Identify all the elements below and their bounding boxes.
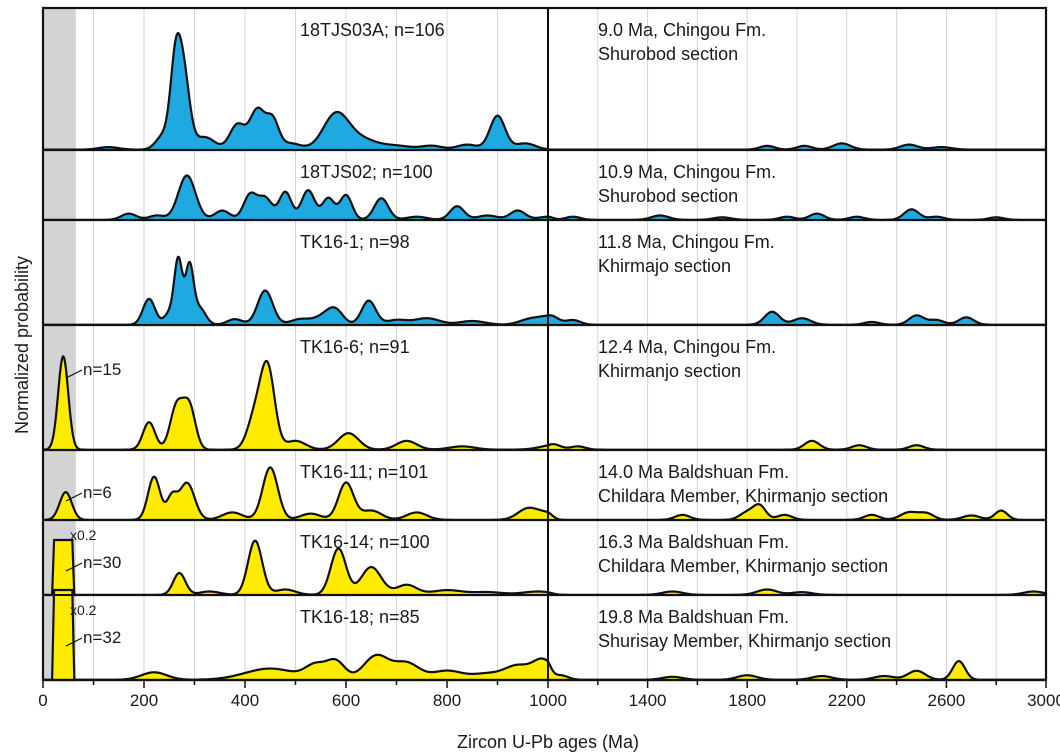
context-line-2: Khirmanjo section — [598, 361, 741, 381]
x-tick-label: 1000 — [529, 691, 567, 710]
n-label: n=30 — [83, 553, 121, 572]
context-line-2: Shurobod section — [598, 44, 738, 64]
n-label: n=15 — [83, 360, 121, 379]
panel-6 — [41, 538, 1048, 597]
x-tick-label: 1800 — [728, 691, 766, 710]
context-line-2: Childara Member, Khirmanjo section — [598, 486, 888, 506]
context-line-1: 16.3 Ma Baldshuan Fm. — [598, 532, 789, 552]
context-line-2: Childara Member, Khirmanjo section — [598, 556, 888, 576]
density-curve — [41, 466, 1048, 522]
density-curve — [41, 539, 1048, 597]
context-line-2: Shurisay Member, Khirmanjo section — [598, 631, 891, 651]
x-tick-label: 3000 — [1027, 691, 1060, 710]
n-label: n=32 — [83, 628, 121, 647]
y-axis-label: Normalized probability — [12, 256, 32, 434]
sample-label: TK16-1; n=98 — [300, 232, 410, 252]
scaled-peak — [50, 538, 76, 597]
sample-label: TK16-14; n=100 — [300, 532, 430, 552]
x-tick-label: 800 — [433, 691, 461, 710]
x-tick-label: 600 — [332, 691, 360, 710]
n-leader-line — [65, 562, 83, 572]
sample-label: TK16-6; n=91 — [300, 337, 410, 357]
panel-2 — [41, 174, 1048, 222]
context-line-2: Shurobod section — [598, 186, 738, 206]
x-tick-label: 0 — [38, 691, 47, 710]
context-line-1: 11.8 Ma, Chingou Fm. — [598, 232, 775, 252]
context-line-1: 10.9 Ma, Chingou Fm. — [598, 162, 776, 182]
x-tick-label: 400 — [231, 691, 259, 710]
x-axis-label: Zircon U-Pb ages (Ma) — [457, 732, 639, 752]
panel-4 — [41, 355, 1048, 452]
sample-label: TK16-18; n=85 — [300, 607, 420, 627]
context-line-1: 9.0 Ma, Chingou Fm. — [598, 20, 766, 40]
x-tick-label: 2200 — [828, 691, 866, 710]
panel-1 — [41, 31, 1048, 152]
scale-note: x0.2 — [70, 527, 97, 543]
x-tick-label: 200 — [130, 691, 158, 710]
sample-label: TK16-11; n=101 — [300, 462, 428, 482]
n-leader-line — [65, 637, 83, 647]
context-line-1: 19.8 Ma Baldshuan Fm. — [598, 607, 789, 627]
n-leader-line — [65, 492, 83, 502]
panel-5 — [41, 466, 1048, 522]
panel-3 — [41, 255, 1048, 327]
n-label: n=6 — [83, 483, 112, 502]
context-line-2: Khirmajo section — [598, 256, 731, 276]
scale-note: x0.2 — [70, 602, 97, 618]
n-leader-line — [65, 369, 83, 379]
x-tick-label: 2600 — [927, 691, 965, 710]
sample-label: 18TJS03A; n=106 — [300, 20, 445, 40]
context-line-1: 12.4 Ma, Chingou Fm. — [598, 337, 776, 357]
context-line-1: 14.0 Ma Baldshuan Fm. — [598, 462, 789, 482]
density-curve — [41, 355, 1048, 452]
plot-frame — [41, 6, 1048, 682]
panel-7 — [41, 588, 1048, 682]
density-curve — [41, 255, 1048, 327]
density-curve — [41, 31, 1048, 152]
sample-label: 18TJS02; n=100 — [300, 162, 433, 182]
density-curve — [41, 653, 1048, 682]
density-curve — [41, 174, 1048, 222]
x-tick-label: 1400 — [629, 691, 667, 710]
